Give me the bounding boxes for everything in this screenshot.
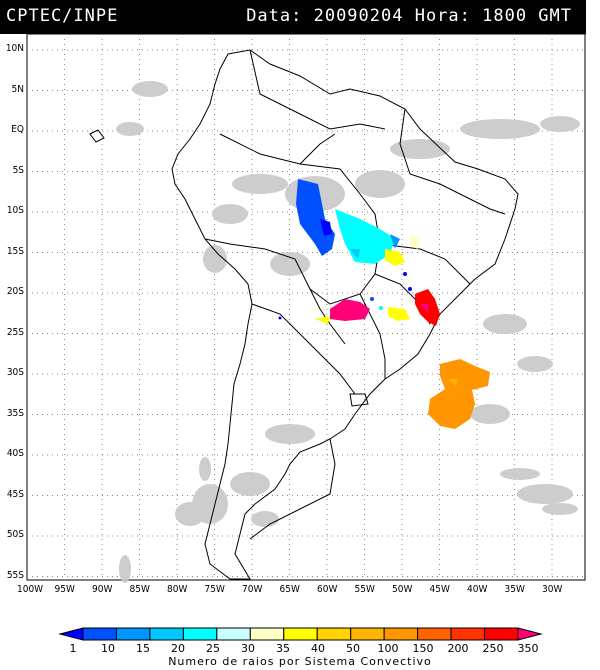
lat-label: 50S — [6, 529, 24, 540]
legend-tick: 150 — [413, 642, 434, 654]
system-blue-amazon — [296, 179, 335, 256]
legend-swatch — [450, 627, 486, 641]
legend-tick: 20 — [171, 642, 185, 654]
legend-swatch — [182, 627, 218, 641]
lon-label: 100W — [17, 584, 44, 595]
color-legend: 1 10 15 20 25 30 35 40 50 100 150 200 250 350 — [58, 627, 543, 654]
legend-tick: 35 — [276, 642, 290, 654]
date-time-label: Data: 20090204 Hora: 1800 GMT — [246, 6, 572, 26]
map-panel — [26, 34, 586, 583]
lat-label: 30S — [6, 367, 24, 378]
continent-outline — [89, 49, 519, 580]
legend-tick: 1 — [70, 642, 77, 654]
lat-label: 15S — [6, 245, 24, 257]
lon-label: 30W — [542, 584, 563, 595]
legend-swatch — [484, 627, 519, 641]
legend-swatch — [115, 627, 151, 641]
convective-systems — [278, 179, 490, 429]
legend-tick: 50 — [346, 642, 360, 654]
legend-swatch — [216, 627, 251, 641]
lon-label: 50W — [392, 584, 413, 595]
system-magenta-paraguay — [315, 299, 370, 324]
legend-tick: 250 — [483, 642, 504, 654]
legend-arrow-right — [517, 627, 543, 641]
lon-label: 55W — [354, 584, 375, 595]
lon-label: 45W — [429, 584, 450, 595]
lon-label: 95W — [54, 584, 75, 595]
legend-arrow-left — [58, 627, 84, 641]
legend-swatch — [316, 627, 352, 641]
lon-label: 90W — [92, 584, 113, 595]
lat-label: EQ — [11, 124, 24, 135]
lon-label: 70W — [242, 584, 263, 595]
lon-label: 60W — [317, 584, 338, 595]
map-frame — [26, 34, 586, 581]
legend-tick: 10 — [101, 642, 115, 654]
map-header: CPTEC/INPE Data: 20090204 Hora: 1800 GMT — [0, 0, 586, 34]
legend-tick: 30 — [241, 642, 255, 654]
lon-label: 65W — [279, 584, 300, 595]
legend-tick: 200 — [448, 642, 469, 654]
legend-swatch — [149, 627, 184, 641]
lat-label: 10S — [6, 205, 24, 216]
lon-label: 40W — [467, 584, 488, 595]
legend-tick: 100 — [378, 642, 399, 654]
lat-label: 10N — [5, 43, 24, 54]
lon-label: 80W — [167, 584, 188, 595]
lat-label: 5N — [11, 83, 24, 95]
lat-label: 40S — [6, 448, 24, 459]
lat-label: 55S — [6, 569, 24, 581]
system-blue-small — [278, 272, 412, 320]
legend-tick: 40 — [311, 642, 325, 654]
legend-tick: 15 — [136, 642, 150, 654]
legend-tick-labels: 1 10 15 20 25 30 35 40 50 100 150 200 250 350 — [70, 642, 539, 654]
lon-label: 35W — [504, 584, 525, 595]
system-orange-atlantic — [428, 359, 490, 429]
legend-swatch — [249, 627, 285, 641]
lat-label: 20S — [6, 286, 24, 297]
legend-title: Numero de raios por Sistema Convectivo — [168, 655, 432, 668]
lat-label: 45S — [6, 488, 24, 500]
lon-label: 85W — [129, 584, 150, 595]
legend-swatch — [82, 627, 117, 641]
legend-swatch — [283, 627, 318, 641]
legend-tick: 350 — [518, 642, 539, 654]
legend-swatch — [417, 627, 452, 641]
legend-swatch — [383, 627, 419, 641]
system-yellow-sp — [379, 306, 410, 321]
system-yellow-goias — [385, 234, 420, 266]
lat-label: 5S — [12, 164, 24, 176]
system-red-rj — [415, 289, 440, 326]
system-cyan-central — [335, 209, 400, 264]
lat-label: 25S — [6, 326, 24, 338]
lon-label: 75W — [204, 584, 225, 595]
legend-tick: 25 — [206, 642, 220, 654]
legend-color-bar — [58, 627, 543, 641]
source-label: CPTEC/INPE — [6, 6, 119, 26]
lat-label: 35S — [6, 407, 24, 419]
legend-swatch — [350, 627, 385, 641]
